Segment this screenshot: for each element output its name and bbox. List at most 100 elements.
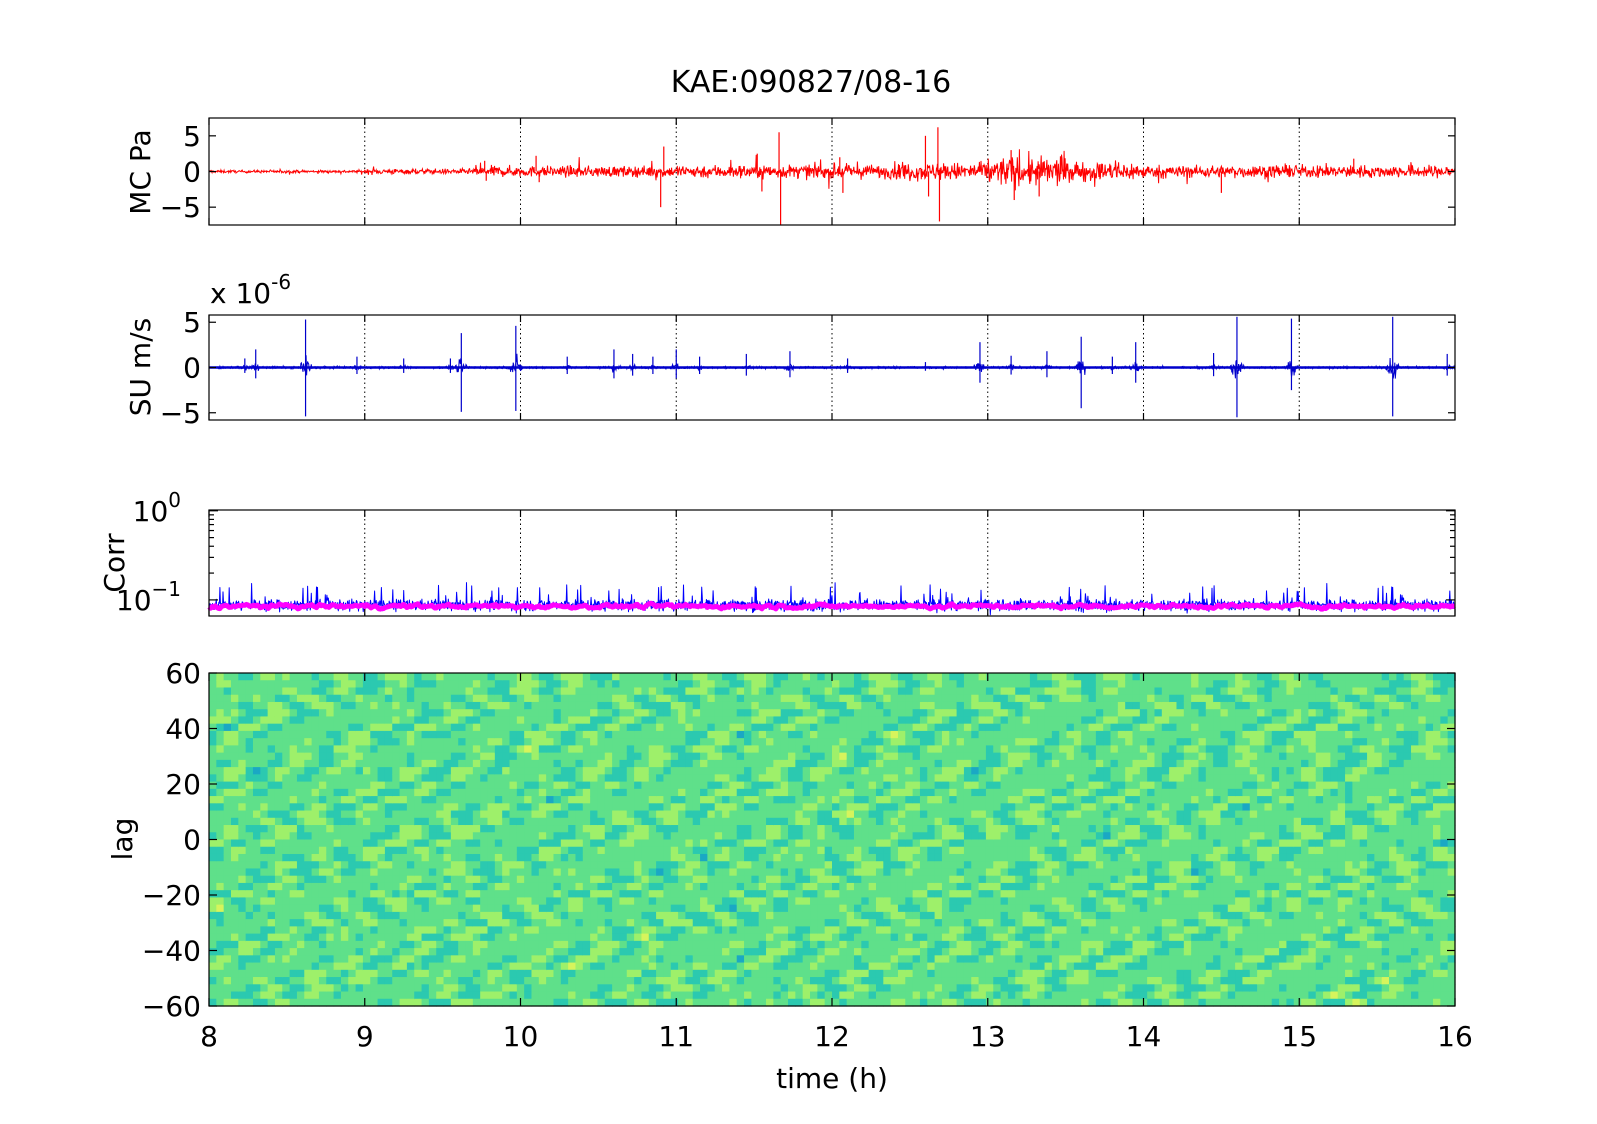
heatmap-cell xyxy=(502,694,511,703)
heatmap-cell xyxy=(230,817,239,826)
heatmap-cell xyxy=(238,817,247,826)
heatmap-cell xyxy=(560,853,569,862)
heatmap-cell xyxy=(824,730,833,739)
heatmap-cell xyxy=(648,977,657,985)
heatmap-cell xyxy=(802,694,811,703)
heatmap-cell xyxy=(766,832,774,841)
heatmap-cell xyxy=(392,738,401,746)
heatmap-cell xyxy=(480,752,489,761)
heatmap-cell xyxy=(230,853,239,862)
heatmap-cell xyxy=(575,933,584,942)
heatmap-cell xyxy=(575,781,584,790)
heatmap-cell xyxy=(230,868,239,877)
heatmap-cell xyxy=(568,875,577,884)
heatmap-cell xyxy=(612,984,621,993)
heatmap-cell xyxy=(443,716,452,725)
heatmap-cell xyxy=(839,788,848,797)
heatmap-cell xyxy=(494,796,503,804)
heatmap-cell xyxy=(289,839,298,848)
heatmap-cell xyxy=(729,846,738,855)
heatmap-cell xyxy=(502,875,511,884)
heatmap-cell xyxy=(260,948,269,956)
heatmap-cell xyxy=(428,861,437,870)
heatmap-cell xyxy=(744,817,752,826)
heatmap-cell xyxy=(333,810,342,819)
heatmap-cell xyxy=(678,969,687,978)
heatmap-cell xyxy=(678,846,687,855)
heatmap-cell xyxy=(267,977,276,985)
heatmap-cell xyxy=(326,846,335,855)
heatmap-cell xyxy=(934,853,943,862)
heatmap-cell xyxy=(348,781,357,790)
heatmap-cell xyxy=(267,832,276,841)
heatmap-cell xyxy=(209,774,217,783)
heatmap-cell xyxy=(912,680,921,689)
heatmap-cell xyxy=(362,680,371,689)
heatmap-cell xyxy=(209,955,217,964)
heatmap-cell xyxy=(590,998,599,1007)
heatmap-cell xyxy=(267,767,276,775)
heatmap-cell xyxy=(238,730,247,739)
heatmap-cell xyxy=(736,919,745,927)
heatmap-cell xyxy=(861,839,870,848)
heatmap-cell xyxy=(421,890,430,899)
heatmap-cell xyxy=(971,774,980,783)
heatmap-cell xyxy=(773,701,782,710)
heatmap-cell xyxy=(531,759,540,768)
heatmap-cell xyxy=(318,882,327,891)
heatmap-cell xyxy=(744,919,752,927)
heatmap-cell xyxy=(912,738,921,746)
heatmap-cell xyxy=(612,745,621,754)
heatmap-cell xyxy=(810,803,818,812)
heatmap-cell xyxy=(582,926,591,935)
heatmap-cell xyxy=(722,890,730,899)
heatmap-cell xyxy=(604,897,613,906)
heatmap-cell xyxy=(230,846,239,855)
heatmap-cell xyxy=(216,759,225,768)
heatmap-cell xyxy=(575,759,584,768)
heatmap-cell xyxy=(612,781,621,790)
heatmap-cell xyxy=(612,788,621,797)
heatmap-cell xyxy=(634,882,643,891)
heatmap-cell xyxy=(736,926,745,935)
heatmap-cell xyxy=(612,911,621,920)
heatmap-cell xyxy=(399,781,408,790)
heatmap-cell xyxy=(282,861,291,870)
heatmap-cell xyxy=(296,911,305,920)
heatmap-cell xyxy=(934,998,943,1007)
heatmap-cell xyxy=(634,803,643,812)
heatmap-cell xyxy=(443,701,452,710)
heatmap-cell xyxy=(949,680,958,689)
heatmap-cell xyxy=(707,933,716,942)
heatmap-cell xyxy=(839,977,848,985)
heatmap-cell xyxy=(648,759,657,768)
heatmap-cell xyxy=(846,890,855,899)
heatmap-cell xyxy=(260,969,269,978)
heatmap-cell xyxy=(443,810,452,819)
heatmap-cell xyxy=(340,969,349,978)
heatmap-cell xyxy=(260,781,269,790)
heatmap-cell xyxy=(817,868,826,877)
heatmap-cell xyxy=(949,875,958,884)
heatmap-cell xyxy=(304,803,313,812)
heatmap-cell xyxy=(282,969,291,978)
heatmap-cell xyxy=(238,919,247,927)
heatmap-cell xyxy=(436,687,445,696)
heatmap-cell xyxy=(399,969,408,978)
heatmap-cell xyxy=(810,904,818,913)
heatmap-cell xyxy=(546,796,555,804)
heatmap-cell xyxy=(472,673,481,681)
heatmap-cell xyxy=(707,716,716,725)
heatmap-cell xyxy=(919,962,928,971)
heatmap-cell xyxy=(209,846,217,855)
heatmap-cell xyxy=(209,694,217,703)
heatmap-cell xyxy=(890,745,899,754)
heatmap-cell xyxy=(619,940,628,949)
heatmap-cell xyxy=(736,839,745,848)
heatmap-cell xyxy=(546,998,555,1007)
heatmap-cell xyxy=(868,673,877,681)
heatmap-cell xyxy=(868,810,877,819)
heatmap-cell xyxy=(436,832,445,841)
heatmap-cell xyxy=(773,861,782,870)
heatmap-cell xyxy=(311,680,320,689)
